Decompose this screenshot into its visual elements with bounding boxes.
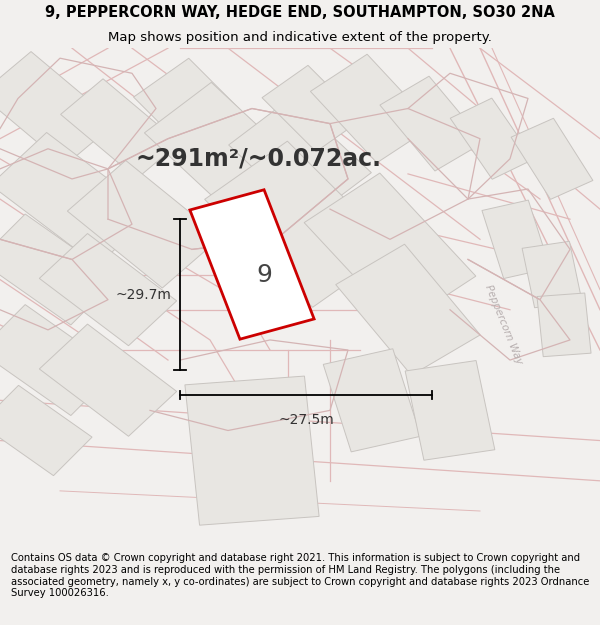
- Polygon shape: [61, 79, 179, 178]
- Polygon shape: [450, 98, 534, 179]
- Text: Contains OS data © Crown copyright and database right 2021. This information is : Contains OS data © Crown copyright and d…: [11, 554, 589, 598]
- Text: 9: 9: [256, 262, 272, 286]
- Polygon shape: [185, 376, 319, 525]
- Text: Map shows position and indicative extent of the property.: Map shows position and indicative extent…: [108, 31, 492, 44]
- Polygon shape: [229, 98, 371, 220]
- Text: Peppercorn Way: Peppercorn Way: [484, 284, 524, 366]
- Polygon shape: [405, 361, 495, 460]
- Polygon shape: [323, 349, 421, 452]
- Polygon shape: [0, 214, 117, 325]
- Polygon shape: [0, 304, 117, 416]
- Polygon shape: [190, 190, 314, 339]
- Polygon shape: [40, 324, 176, 436]
- Polygon shape: [0, 132, 154, 266]
- Polygon shape: [262, 66, 362, 152]
- Polygon shape: [304, 173, 476, 326]
- Polygon shape: [40, 234, 176, 346]
- Polygon shape: [522, 241, 582, 308]
- Polygon shape: [310, 54, 434, 162]
- Polygon shape: [205, 141, 395, 308]
- Polygon shape: [336, 244, 480, 375]
- Polygon shape: [511, 118, 593, 199]
- Text: ~291m²/~0.072ac.: ~291m²/~0.072ac.: [135, 147, 381, 171]
- Polygon shape: [67, 161, 221, 288]
- Text: ~27.5m: ~27.5m: [278, 413, 334, 427]
- Polygon shape: [482, 200, 550, 279]
- Polygon shape: [0, 52, 116, 166]
- Polygon shape: [134, 58, 250, 159]
- Polygon shape: [145, 82, 299, 215]
- Text: ~29.7m: ~29.7m: [115, 288, 171, 302]
- Polygon shape: [380, 76, 484, 171]
- Text: 9, PEPPERCORN WAY, HEDGE END, SOUTHAMPTON, SO30 2NA: 9, PEPPERCORN WAY, HEDGE END, SOUTHAMPTO…: [45, 6, 555, 21]
- Polygon shape: [0, 386, 92, 476]
- Polygon shape: [537, 293, 591, 357]
